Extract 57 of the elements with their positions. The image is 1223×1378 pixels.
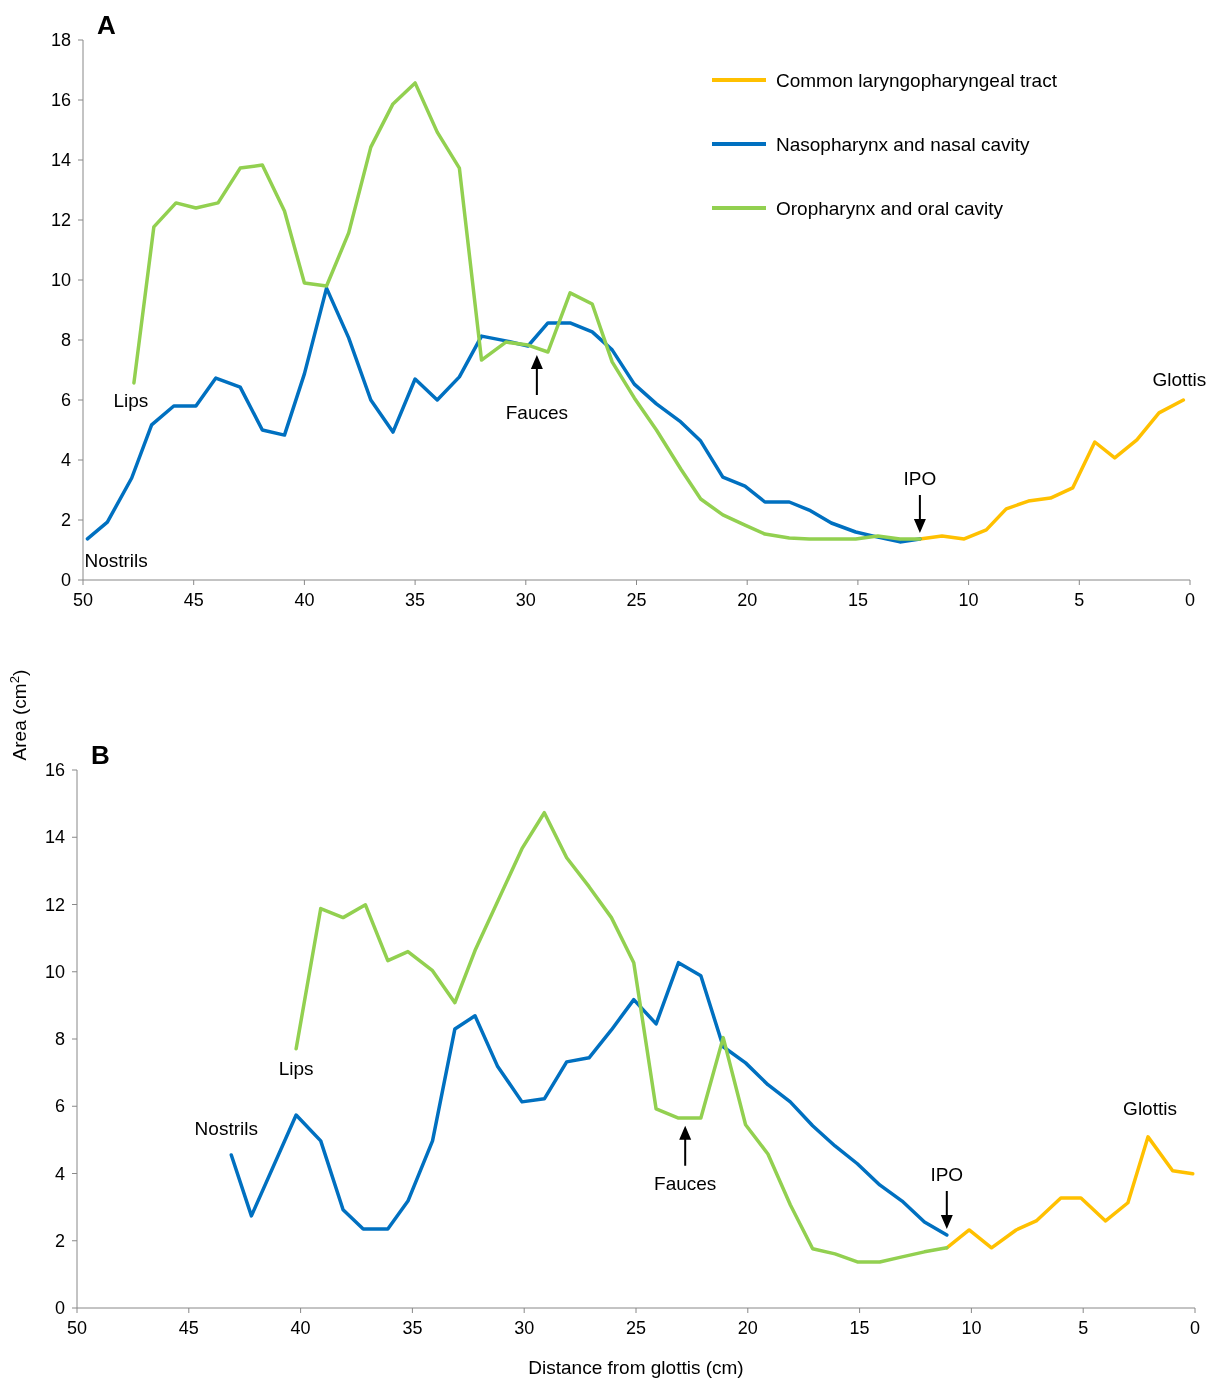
annotation: Nostrils (194, 1118, 258, 1140)
y-tick-label: 18 (50, 30, 71, 50)
y-tick-label: 16 (50, 90, 71, 110)
x-tick-label: 0 (1184, 590, 1196, 610)
y-tick-label: 10 (50, 270, 71, 290)
y-tick-label: 2 (60, 510, 71, 530)
annotation: IPO (930, 1164, 964, 1186)
y-tick-label: 14 (50, 150, 71, 170)
y-tick-label: 2 (54, 1230, 65, 1251)
x-tick-label: 45 (178, 1318, 199, 1338)
x-tick-label: 10 (958, 590, 979, 610)
y-tick-label: 12 (50, 210, 71, 230)
x-tick-label: 30 (515, 590, 536, 610)
x-tick-label: 40 (294, 590, 315, 610)
chart-title: A (97, 10, 116, 40)
annotation: Fauces (505, 402, 569, 423)
x-tick-label: 25 (625, 1318, 647, 1338)
y-tick-label: 8 (60, 330, 71, 350)
x-tick-label: 50 (72, 590, 94, 610)
x-tick-label: 5 (1078, 1318, 1089, 1338)
y-tick-label: 8 (54, 1029, 65, 1049)
legend-label: Oropharynx and oral cavity (776, 198, 1004, 219)
annotation: Lips (278, 1057, 314, 1079)
x-tick-label: 50 (66, 1318, 88, 1338)
y-tick-label: 0 (60, 570, 71, 590)
y-tick-label: 4 (60, 450, 71, 470)
x-tick-label: 45 (183, 590, 204, 610)
legend-label: Nasopharynx and nasal cavity (776, 134, 1030, 155)
x-tick-label: 40 (290, 1318, 311, 1338)
annotation: Fauces (654, 1172, 717, 1194)
y-tick-label: 10 (44, 961, 65, 982)
x-tick-label: 15 (849, 1318, 870, 1338)
y-tick-label: 6 (54, 1096, 65, 1117)
y-tick-label: 6 (60, 390, 71, 410)
annotation: Glottis (1123, 1097, 1177, 1119)
x-tick-label: 35 (405, 590, 426, 610)
x-tick-label: 10 (961, 1318, 982, 1338)
x-axis-title: Distance from glottis (cm) (528, 1357, 744, 1378)
annotation: Lips (113, 389, 149, 411)
legend-label: Common laryngopharyngeal tract (776, 70, 1058, 91)
annotation: Glottis (1152, 369, 1207, 390)
x-tick-label: 0 (1189, 1318, 1201, 1338)
y-tick-label: 4 (54, 1163, 65, 1184)
annotation: IPO (903, 467, 937, 489)
chart-title: B (91, 740, 110, 770)
x-tick-label: 35 (402, 1318, 423, 1338)
x-tick-label: 20 (737, 1318, 758, 1338)
x-tick-label: 30 (514, 1318, 535, 1338)
x-tick-label: 5 (1074, 590, 1085, 610)
y-tick-label: 14 (44, 827, 65, 848)
x-tick-label: 25 (626, 590, 647, 610)
y-tick-label: 12 (44, 894, 65, 915)
x-tick-label: 20 (737, 590, 758, 610)
y-tick-label: 0 (54, 1298, 65, 1318)
y-tick-label: 16 (44, 760, 65, 780)
x-tick-label: 15 (847, 590, 868, 610)
annotation: Nostrils (84, 549, 148, 571)
